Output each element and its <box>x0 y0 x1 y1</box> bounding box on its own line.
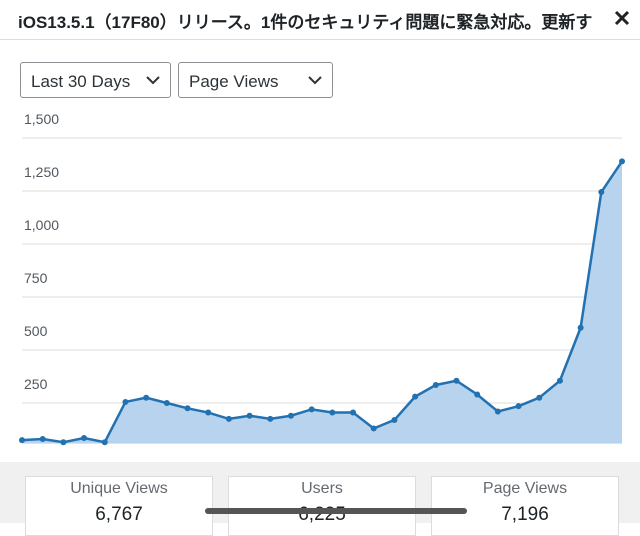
point <box>515 403 522 410</box>
point <box>494 408 501 415</box>
line <box>21 160 624 444</box>
point <box>81 434 88 441</box>
point <box>122 398 129 405</box>
point <box>205 409 212 416</box>
chart: 250 500 750 1,000 1,250 1,500 <box>19 111 625 446</box>
point <box>453 377 460 384</box>
point <box>163 400 170 406</box>
point <box>329 409 336 416</box>
point <box>225 415 232 422</box>
point <box>101 439 108 446</box>
post-title: iOS13.5.1（17F80）リリース。1件のセキュリティ問題に緊急対応。更新… <box>18 13 593 32</box>
point <box>308 406 315 413</box>
point <box>432 381 439 388</box>
y-tick-label: 750 <box>24 270 48 286</box>
point <box>474 391 481 398</box>
y-tick-label: 1,500 <box>24 111 59 127</box>
point <box>350 409 357 416</box>
chevron <box>146 76 160 85</box>
point <box>598 189 605 196</box>
stat-label: Page Views <box>482 480 568 497</box>
y-tick-label: 250 <box>24 376 48 392</box>
stat-card: Page Views 7,196 <box>431 476 619 536</box>
header: iOS13.5.1（17F80）リリース。1件のセキュリティ問題に緊急対応。更新… <box>0 0 640 40</box>
y-tick-label: 1,250 <box>24 164 59 180</box>
point <box>143 394 150 401</box>
stat-label: Unique Views <box>70 480 168 497</box>
y-tick-label: 1,000 <box>24 217 59 233</box>
metric-select[interactable]: Page Views <box>178 62 333 98</box>
point <box>577 324 584 331</box>
stat-card: Unique Views 6,767 <box>25 476 213 536</box>
metric-label: Page Views <box>189 72 279 91</box>
point <box>391 416 398 423</box>
chevron <box>308 76 322 85</box>
point <box>287 412 294 419</box>
period-select[interactable]: Last 30 Days <box>20 62 171 98</box>
stat-value: 6,767 <box>95 504 143 525</box>
stat-value: 7,196 <box>501 504 549 525</box>
home-indicator <box>205 508 467 514</box>
point <box>60 439 67 446</box>
point <box>19 437 25 444</box>
point <box>246 412 253 419</box>
point <box>184 405 191 412</box>
stat-label: Users <box>301 480 343 497</box>
stat-card: Users 6,225 <box>228 476 416 536</box>
area-fill <box>22 161 622 443</box>
period-label: Last 30 Days <box>31 72 131 91</box>
point <box>412 393 419 400</box>
point <box>370 425 377 432</box>
point <box>267 415 274 422</box>
point <box>536 394 543 401</box>
close-button[interactable] <box>614 10 630 26</box>
y-tick-label: 500 <box>24 323 48 339</box>
point <box>619 158 625 165</box>
point <box>39 436 46 443</box>
point <box>556 377 563 384</box>
